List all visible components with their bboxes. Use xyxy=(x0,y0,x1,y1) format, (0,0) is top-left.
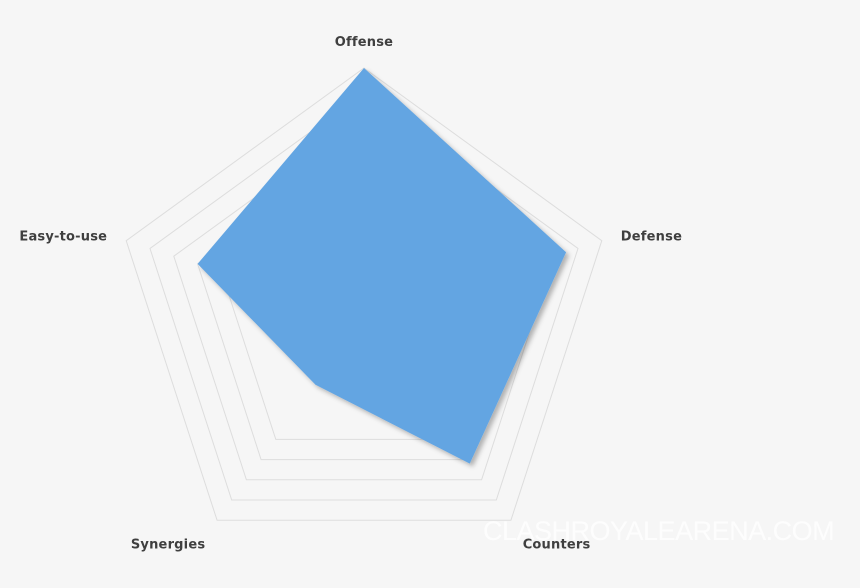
axis-label-defense: Defense xyxy=(621,230,682,245)
watermark: CLASHROYALEARENA.COM xyxy=(483,516,835,546)
data-area xyxy=(197,68,567,464)
grid-ring-5 xyxy=(125,67,603,521)
axis-label-easy-to-use: Easy-to-use xyxy=(19,230,107,245)
axis-label-offense: Offense xyxy=(335,35,393,50)
axis-label-synergies: Synergies xyxy=(131,537,205,552)
grid-ring-4 xyxy=(149,92,579,501)
axis-label-counters: Counters xyxy=(523,537,591,552)
